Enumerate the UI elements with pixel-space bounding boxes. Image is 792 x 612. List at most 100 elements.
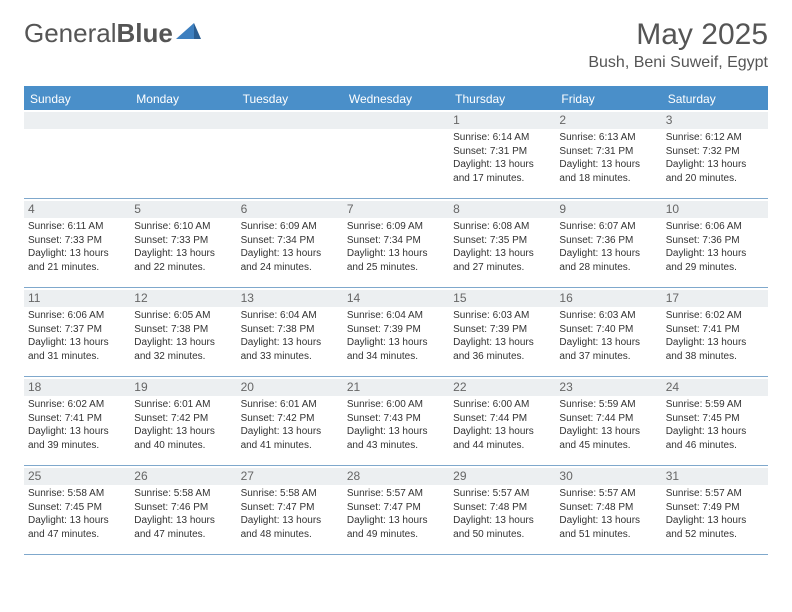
sunset-line: Sunset: 7:45 PM: [28, 501, 126, 515]
day-number-band: 7: [343, 201, 449, 218]
day-cell: 21Sunrise: 6:00 AMSunset: 7:43 PMDayligh…: [343, 377, 449, 465]
sunset-line: Sunset: 7:41 PM: [28, 412, 126, 426]
day-info: Sunrise: 5:57 AMSunset: 7:49 PMDaylight:…: [666, 487, 764, 541]
sunrise-line: Sunrise: 5:57 AM: [347, 487, 445, 501]
day-info: Sunrise: 5:57 AMSunset: 7:48 PMDaylight:…: [559, 487, 657, 541]
daylight-line: Daylight: 13 hours and 22 minutes.: [134, 247, 232, 274]
sunrise-line: Sunrise: 5:57 AM: [453, 487, 551, 501]
day-number-band: 1: [449, 112, 555, 129]
week-row: 11 Sunrise: 6:06 AMSunset: 7:37 PMDayligh…: [24, 288, 768, 377]
day-cell: 10 Sunrise: 6:06 AMSunset: 7:36 PMDayligh…: [662, 199, 768, 287]
daylight-line: Daylight: 13 hours and 37 minutes.: [559, 336, 657, 363]
day-info: Sunrise: 6:13 AMSunset: 7:31 PMDaylight:…: [559, 131, 657, 185]
sunset-line: Sunset: 7:48 PM: [453, 501, 551, 515]
daylight-line: Daylight: 13 hours and 40 minutes.: [134, 425, 232, 452]
day-cell: 13 Sunrise: 6:04 AMSunset: 7:38 PMDayligh…: [237, 288, 343, 376]
sunset-line: Sunset: 7:47 PM: [241, 501, 339, 515]
daylight-line: Daylight: 13 hours and 45 minutes.: [559, 425, 657, 452]
sunrise-line: Sunrise: 6:12 AM: [666, 131, 764, 145]
sunset-line: Sunset: 7:33 PM: [28, 234, 126, 248]
daylight-line: Daylight: 13 hours and 29 minutes.: [666, 247, 764, 274]
sunset-line: Sunset: 7:44 PM: [453, 412, 551, 426]
day-number-band: 11: [24, 290, 130, 307]
sunrise-line: Sunrise: 6:00 AM: [453, 398, 551, 412]
sunset-line: Sunset: 7:44 PM: [559, 412, 657, 426]
sunrise-line: Sunrise: 6:05 AM: [134, 309, 232, 323]
day-cell: 25Sunrise: 5:58 AMSunset: 7:45 PMDayligh…: [24, 466, 130, 554]
day-number-band: 3: [662, 112, 768, 129]
daylight-line: Daylight: 13 hours and 50 minutes.: [453, 514, 551, 541]
day-cell: 9Sunrise: 6:07 AMSunset: 7:36 PMDaylight…: [555, 199, 661, 287]
sunset-line: Sunset: 7:47 PM: [347, 501, 445, 515]
sunset-line: Sunset: 7:46 PM: [134, 501, 232, 515]
day-info: Sunrise: 6:02 AMSunset: 7:41 PMDaylight:…: [666, 309, 764, 363]
day-cell: 8Sunrise: 6:08 AMSunset: 7:35 PMDaylight…: [449, 199, 555, 287]
day-cell: [24, 110, 130, 198]
sunrise-line: Sunrise: 6:06 AM: [28, 309, 126, 323]
weekday-header: Friday: [555, 88, 661, 110]
sunrise-line: Sunrise: 5:58 AM: [134, 487, 232, 501]
day-info: Sunrise: 6:14 AMSunset: 7:31 PMDaylight:…: [453, 131, 551, 185]
day-cell: 7Sunrise: 6:09 AMSunset: 7:34 PMDaylight…: [343, 199, 449, 287]
day-number-band: 21: [343, 379, 449, 396]
day-info: Sunrise: 6:11 AMSunset: 7:33 PMDaylight:…: [28, 220, 126, 274]
sunrise-line: Sunrise: 6:02 AM: [666, 309, 764, 323]
day-cell: 6Sunrise: 6:09 AMSunset: 7:34 PMDaylight…: [237, 199, 343, 287]
day-cell: 18 Sunrise: 6:02 AMSunset: 7:41 PMDayligh…: [24, 377, 130, 465]
day-number-band: 18: [24, 379, 130, 396]
sunrise-line: Sunrise: 6:01 AM: [241, 398, 339, 412]
day-number-band: 9: [555, 201, 661, 218]
sunrise-line: Sunrise: 6:14 AM: [453, 131, 551, 145]
day-cell: 26Sunrise: 5:58 AMSunset: 7:46 PMDayligh…: [130, 466, 236, 554]
sunrise-line: Sunrise: 5:59 AM: [559, 398, 657, 412]
daylight-line: Daylight: 13 hours and 44 minutes.: [453, 425, 551, 452]
day-number-band: 12: [130, 290, 236, 307]
day-info: Sunrise: 6:02 AMSunset: 7:41 PMDaylight:…: [28, 398, 126, 452]
day-number-band: 4: [24, 201, 130, 218]
sunrise-line: Sunrise: 6:10 AM: [134, 220, 232, 234]
daylight-line: Daylight: 13 hours and 38 minutes.: [666, 336, 764, 363]
day-number-band: 23: [555, 379, 661, 396]
daylight-line: Daylight: 13 hours and 46 minutes.: [666, 425, 764, 452]
day-number-band: 31: [662, 468, 768, 485]
day-number-band: 13: [237, 290, 343, 307]
sunrise-line: Sunrise: 6:03 AM: [559, 309, 657, 323]
day-cell: 28Sunrise: 5:57 AMSunset: 7:47 PMDayligh…: [343, 466, 449, 554]
sunset-line: Sunset: 7:42 PM: [241, 412, 339, 426]
day-info: Sunrise: 6:06 AMSunset: 7:36 PMDaylight:…: [666, 220, 764, 274]
day-info: Sunrise: 5:57 AMSunset: 7:48 PMDaylight:…: [453, 487, 551, 541]
sunset-line: Sunset: 7:36 PM: [666, 234, 764, 248]
day-number-band: 20: [237, 379, 343, 396]
title-block: May 2025 Bush, Beni Suweif, Egypt: [588, 18, 768, 72]
brand-triangle-icon: [176, 21, 202, 46]
sunset-line: Sunset: 7:33 PM: [134, 234, 232, 248]
day-number-band: [24, 112, 130, 129]
day-number-band: 30: [555, 468, 661, 485]
daylight-line: Daylight: 13 hours and 34 minutes.: [347, 336, 445, 363]
weekday-header: Tuesday: [237, 88, 343, 110]
day-info: Sunrise: 5:58 AMSunset: 7:47 PMDaylight:…: [241, 487, 339, 541]
page-header: GeneralBlue May 2025 Bush, Beni Suweif, …: [0, 0, 792, 80]
sunset-line: Sunset: 7:36 PM: [559, 234, 657, 248]
day-info: Sunrise: 6:06 AMSunset: 7:37 PMDaylight:…: [28, 309, 126, 363]
sunset-line: Sunset: 7:43 PM: [347, 412, 445, 426]
day-info: Sunrise: 6:01 AMSunset: 7:42 PMDaylight:…: [241, 398, 339, 452]
sunrise-line: Sunrise: 5:58 AM: [241, 487, 339, 501]
weeks-container: 1Sunrise: 6:14 AMSunset: 7:31 PMDaylight…: [24, 110, 768, 555]
day-info: Sunrise: 6:04 AMSunset: 7:38 PMDaylight:…: [241, 309, 339, 363]
sunrise-line: Sunrise: 5:57 AM: [559, 487, 657, 501]
day-info: Sunrise: 6:01 AMSunset: 7:42 PMDaylight:…: [134, 398, 232, 452]
day-number-band: 25: [24, 468, 130, 485]
day-info: Sunrise: 6:09 AMSunset: 7:34 PMDaylight:…: [241, 220, 339, 274]
sunset-line: Sunset: 7:40 PM: [559, 323, 657, 337]
sunset-line: Sunset: 7:31 PM: [453, 145, 551, 159]
day-cell: 11 Sunrise: 6:06 AMSunset: 7:37 PMDayligh…: [24, 288, 130, 376]
week-row: 18 Sunrise: 6:02 AMSunset: 7:41 PMDayligh…: [24, 377, 768, 466]
daylight-line: Daylight: 13 hours and 51 minutes.: [559, 514, 657, 541]
week-row: 1 Sunrise: 6:14 AMSunset: 7:31 PMDaylight…: [24, 110, 768, 199]
day-cell: 15Sunrise: 6:03 AMSunset: 7:39 PMDayligh…: [449, 288, 555, 376]
brand-text: GeneralBlue: [24, 18, 173, 49]
sunset-line: Sunset: 7:48 PM: [559, 501, 657, 515]
day-number-band: 10: [662, 201, 768, 218]
day-cell: 17Sunrise: 6:02 AMSunset: 7:41 PMDayligh…: [662, 288, 768, 376]
